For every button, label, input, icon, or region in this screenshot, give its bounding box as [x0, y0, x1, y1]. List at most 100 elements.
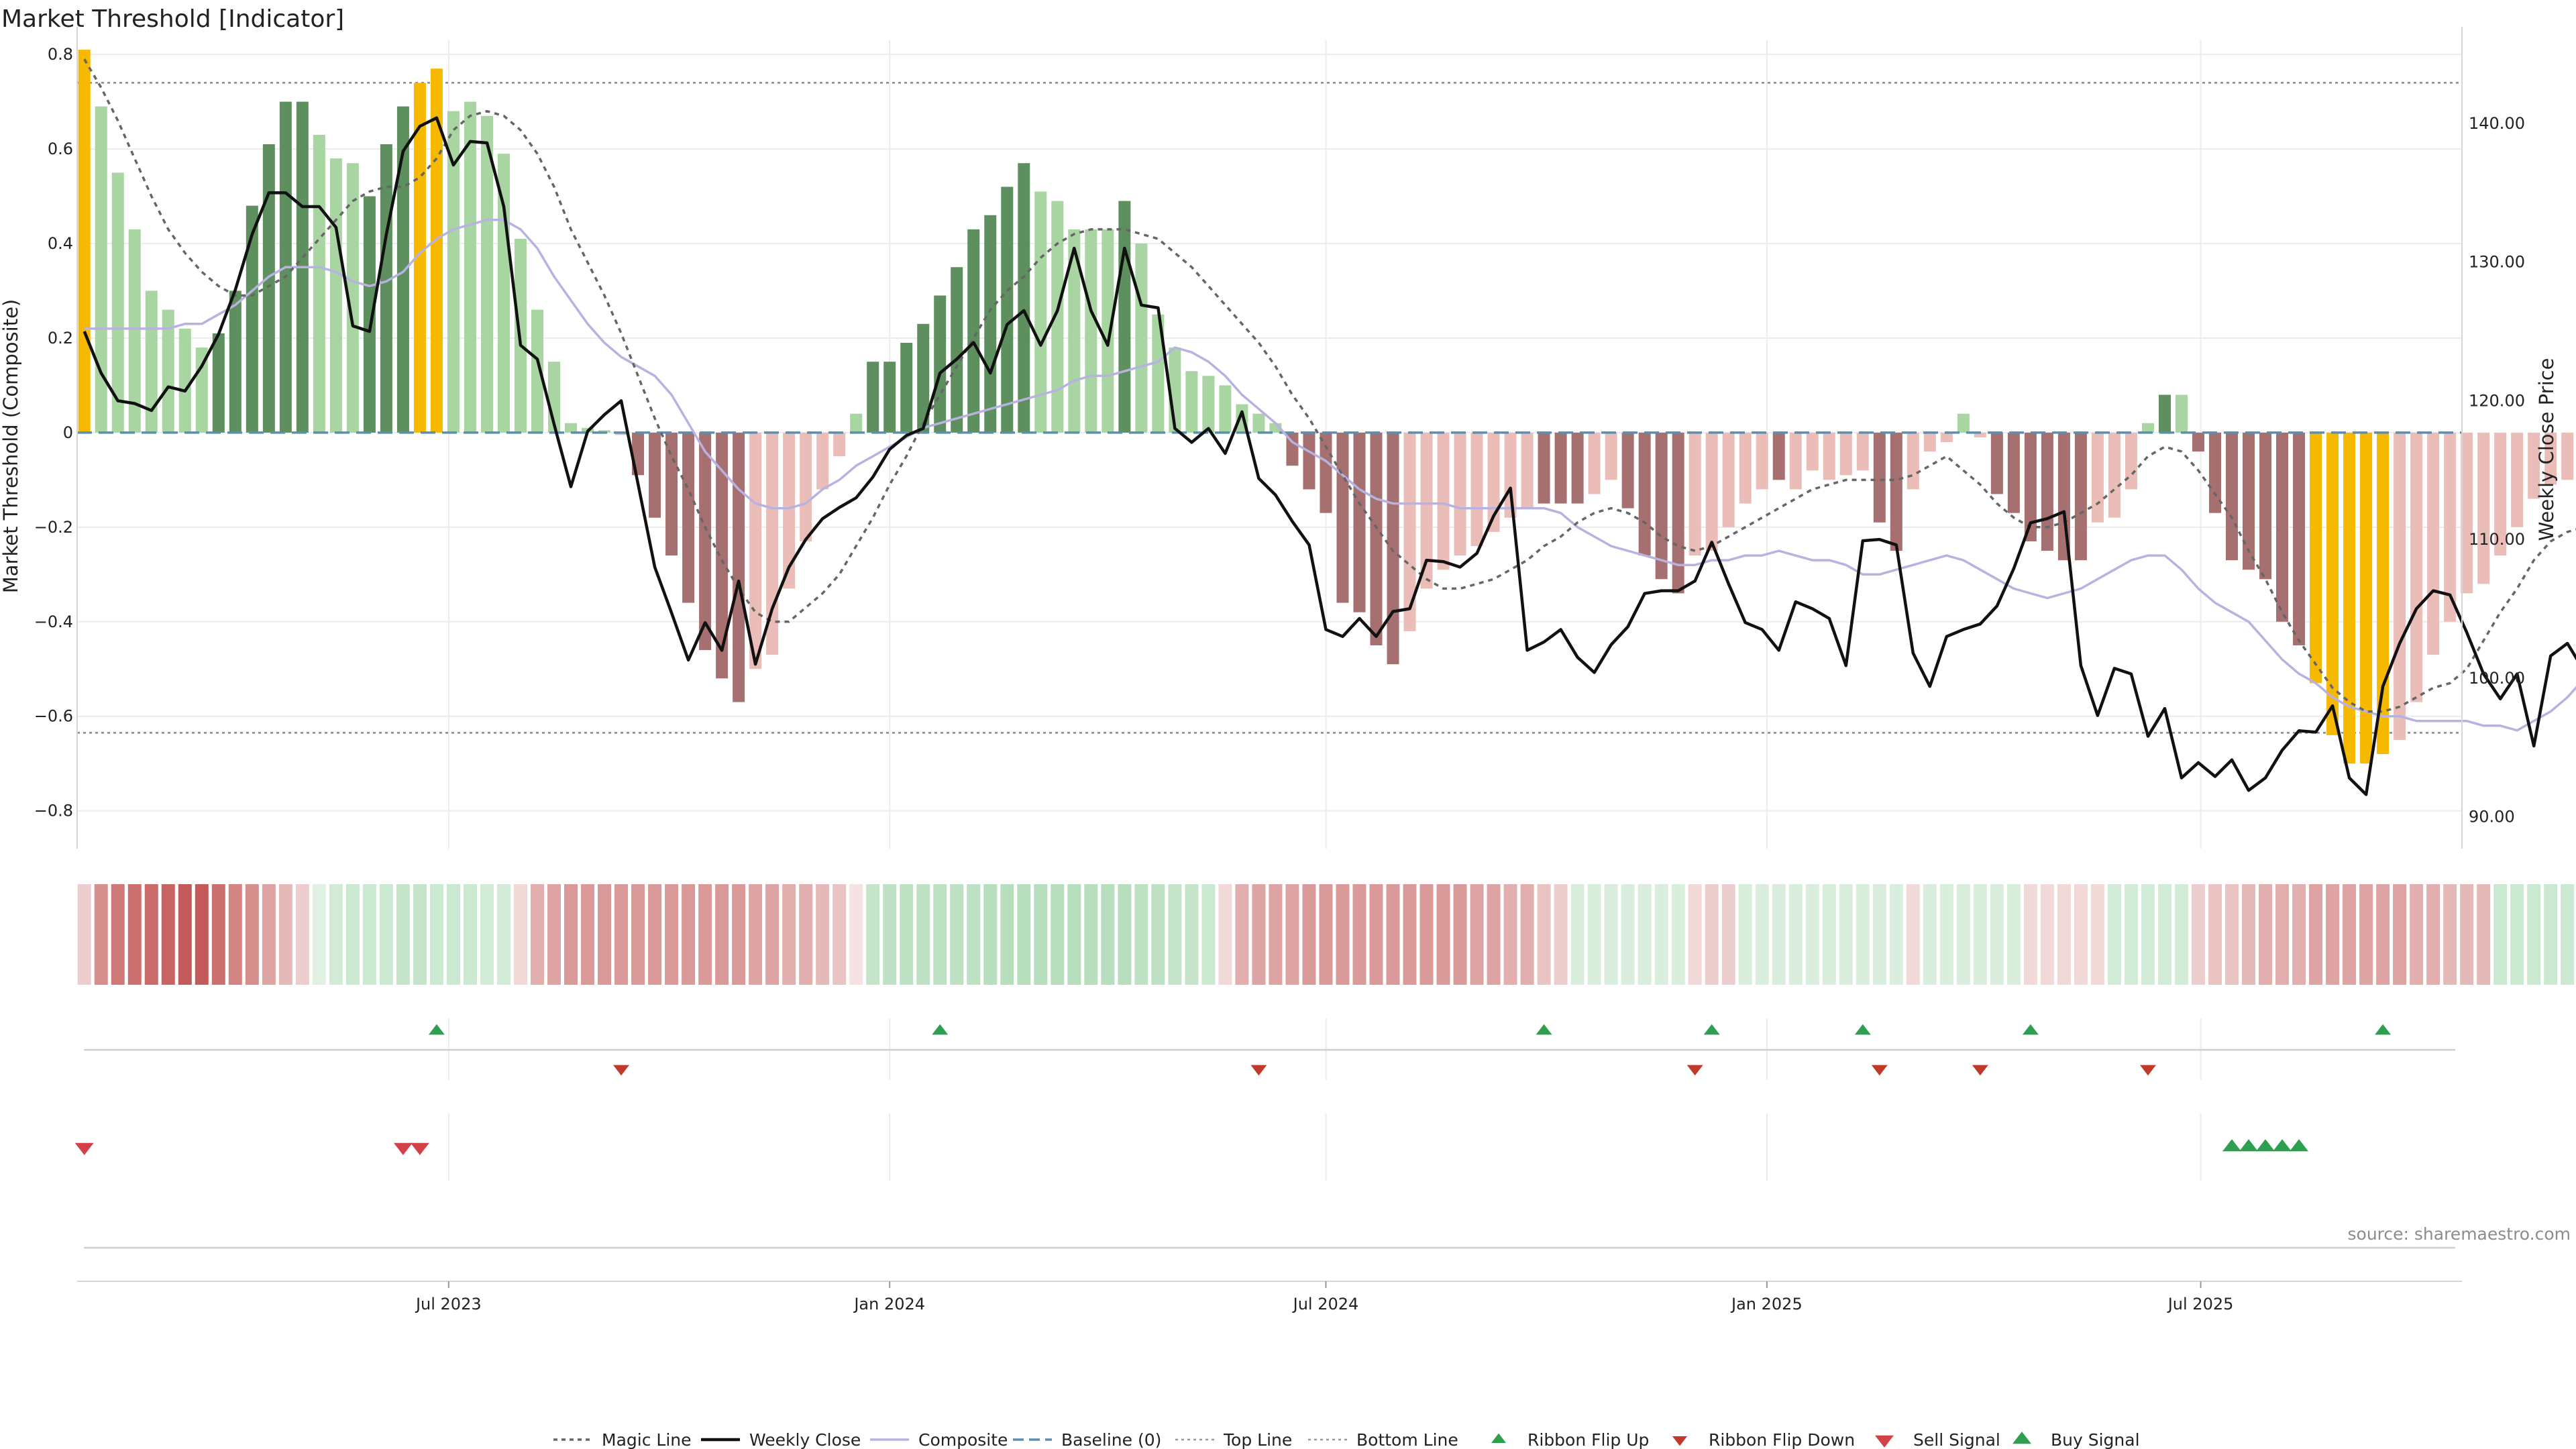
threshold-bar [2175, 394, 2188, 433]
ribbon-cell [732, 884, 746, 985]
ribbon-cell [2393, 884, 2407, 985]
ribbon-cell [2477, 884, 2491, 985]
threshold-bar [2444, 432, 2457, 622]
threshold-bar [1588, 432, 1601, 494]
threshold-bar [649, 432, 661, 518]
threshold-bar [313, 134, 325, 433]
threshold-bar [1252, 413, 1265, 433]
threshold-bar [2544, 432, 2557, 485]
reference-lines [77, 82, 2462, 734]
ribbon-cell [429, 884, 443, 985]
threshold-bar [2041, 432, 2053, 551]
threshold-bar [1554, 432, 1567, 504]
threshold-bar [2007, 432, 2020, 513]
ribbon-cell [2191, 884, 2205, 985]
threshold-bar [1102, 229, 1114, 433]
threshold-bar [2494, 432, 2507, 556]
threshold-bar [1336, 432, 1349, 603]
threshold-bar [1521, 432, 1534, 508]
legend-item-weekly-close: Weekly Close [701, 1430, 861, 1449]
ribbon-cell [581, 884, 595, 985]
legend-label: Buy Signal [2051, 1430, 2140, 1449]
ribbon-cell [1906, 884, 1920, 985]
threshold-bar [2394, 432, 2406, 740]
threshold-bar [162, 309, 174, 433]
ribbon-cell [1403, 884, 1417, 985]
right-tick-label: 90.00 [2469, 807, 2515, 826]
ribbon-cell [2493, 884, 2508, 985]
ribbon-cell [228, 884, 242, 985]
left-tick-label: 0 [63, 423, 73, 442]
threshold-bar [2108, 432, 2121, 518]
ribbon-cell [1067, 884, 1081, 985]
ribbon-flip-down-marker [1871, 1065, 1888, 1076]
threshold-bar [1688, 432, 1701, 556]
threshold-bar [665, 432, 678, 556]
threshold-bar [1990, 432, 2003, 494]
ribbon-cell [682, 884, 696, 985]
threshold-bar [816, 432, 829, 490]
ribbon-cell [2141, 884, 2155, 985]
threshold-bar [2024, 432, 2037, 541]
ribbon-cell [1822, 884, 1836, 985]
ribbon-cell [1671, 884, 1685, 985]
threshold-bar [212, 333, 225, 433]
x-tick-label: Jul 2024 [1292, 1295, 1359, 1313]
ribbon-cell [2426, 884, 2440, 985]
threshold-bar [2125, 432, 2137, 490]
threshold-bar [699, 432, 712, 651]
threshold-bar [2192, 432, 2204, 452]
ribbon-cell [765, 884, 780, 985]
ribbon-cell [933, 884, 947, 985]
ribbon-cell [77, 884, 91, 985]
ribbon-cell [1939, 884, 1953, 985]
ribbon-cell [1721, 884, 1735, 985]
legend-label: Composite [918, 1430, 1008, 1449]
threshold-bar [833, 432, 846, 457]
ribbon-cell [295, 884, 309, 985]
ribbon-cell [2157, 884, 2171, 985]
ribbon-cell [413, 884, 427, 985]
ribbon-cell [245, 884, 259, 985]
ribbon-cell [866, 884, 880, 985]
left-tick-label: −0.8 [34, 802, 73, 820]
threshold-bar [1001, 186, 1014, 433]
ribbon-cell [480, 884, 494, 985]
right-tick-label: 130.00 [2469, 253, 2525, 272]
threshold-bar [1957, 413, 1970, 433]
threshold-bar [967, 229, 980, 433]
ribbon-cell [2208, 884, 2222, 985]
ribbon-cell [665, 884, 679, 985]
threshold-bar [430, 68, 443, 433]
buy-signal-marker [2290, 1139, 2309, 1152]
right-tick-label: 110.00 [2469, 530, 2525, 549]
legend-item-composite: Composite [870, 1430, 1008, 1449]
threshold-bar [1387, 432, 1399, 665]
ribbon-cell [1503, 884, 1517, 985]
ribbon-cell [799, 884, 813, 985]
threshold-bar [111, 172, 124, 433]
threshold-bar [934, 295, 947, 433]
sell-signal-marker [74, 1142, 94, 1155]
ribbon-cell [1621, 884, 1635, 985]
ribbon-cell [2443, 884, 2457, 985]
ribbon-cell [564, 884, 578, 985]
ribbon-cell [2292, 884, 2306, 985]
threshold-bar [2293, 432, 2306, 645]
ribbon-cell [1302, 884, 1316, 985]
right-tick-label: 120.00 [2469, 391, 2525, 410]
legend-label: Sell Signal [1913, 1430, 2000, 1449]
left-tick-label: −0.6 [34, 707, 73, 726]
ribbon-cell [749, 884, 763, 985]
threshold-bar [363, 196, 376, 433]
threshold-bar [531, 309, 543, 433]
threshold-bar [1789, 432, 1802, 490]
ribbon-cell [1118, 884, 1132, 985]
threshold-bar [2243, 432, 2255, 570]
ribbon-cell [262, 884, 276, 985]
ribbon-cell [2544, 884, 2558, 985]
ribbon-cell [1252, 884, 1266, 985]
threshold-bar [1739, 432, 1752, 504]
threshold-bar [480, 115, 493, 433]
ribbon-cell [278, 884, 292, 985]
